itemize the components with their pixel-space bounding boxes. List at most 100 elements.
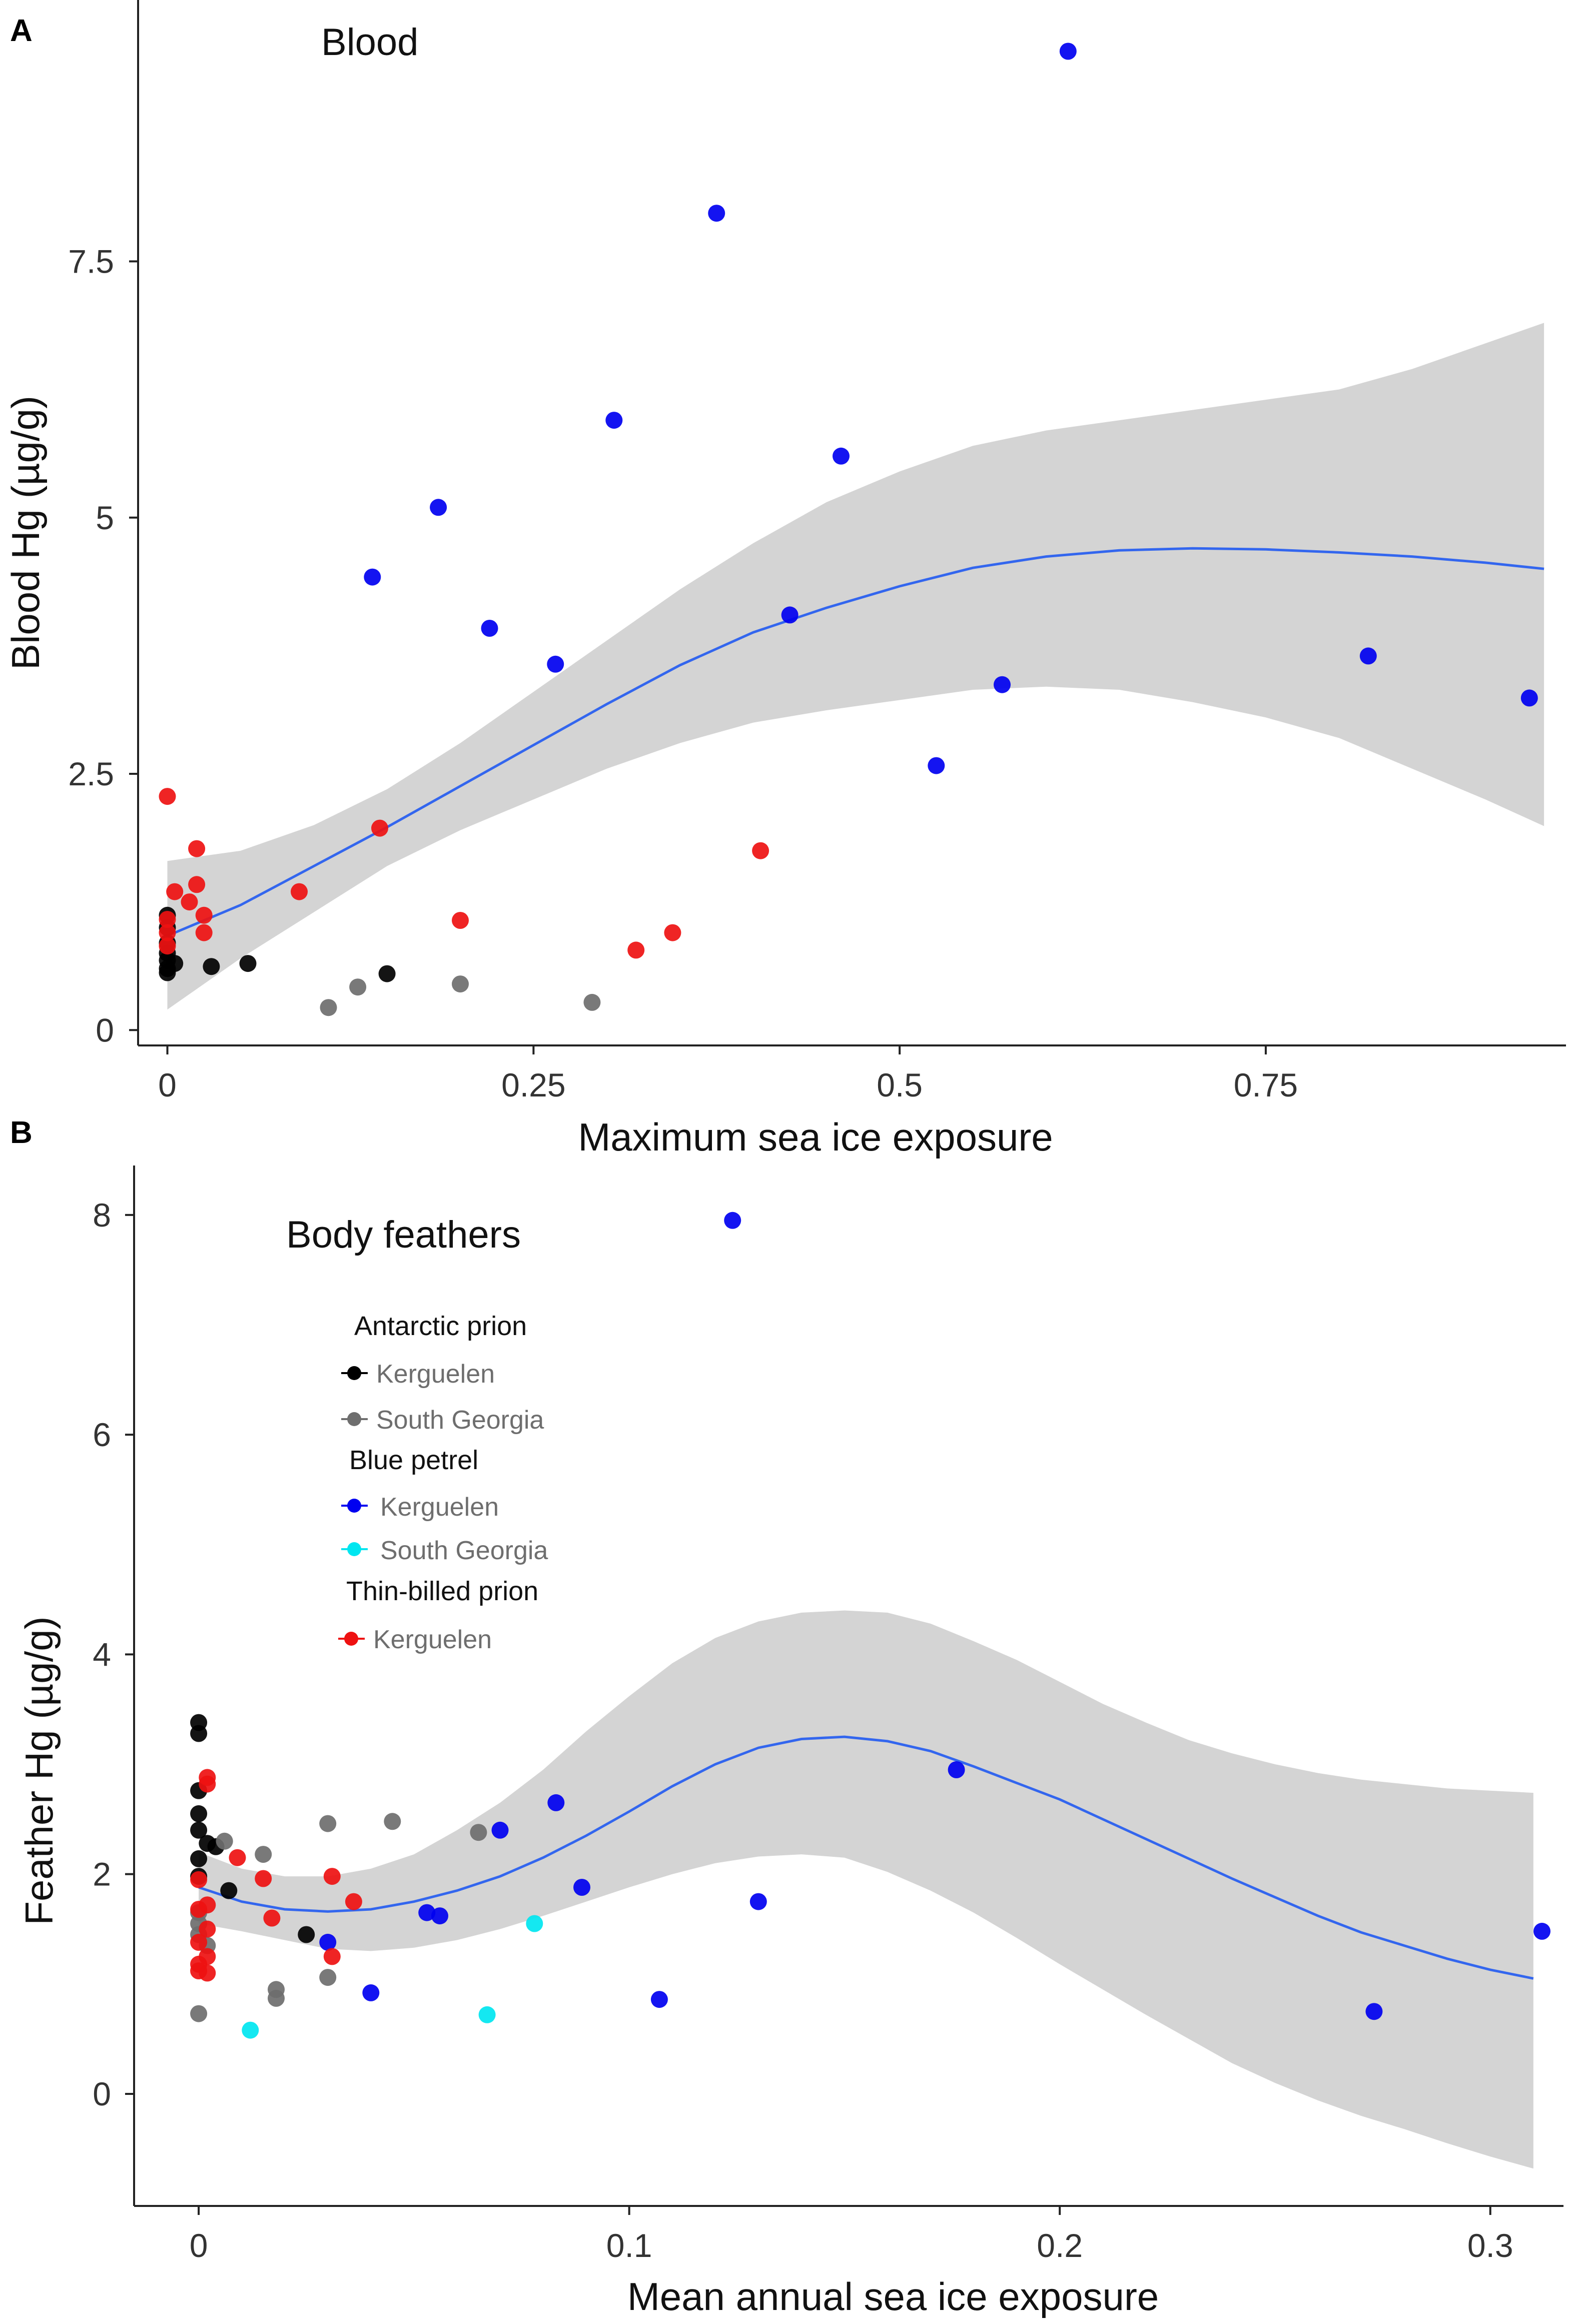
panel-a-data-point bbox=[159, 937, 176, 955]
panel-b-data-point bbox=[190, 2005, 208, 2022]
panel-a-data-point bbox=[547, 655, 564, 673]
legend-item-label: South Georgia bbox=[380, 1536, 548, 1565]
panel-a-data-point bbox=[583, 993, 601, 1011]
panel-b-data-point bbox=[190, 1871, 208, 1888]
panel-a-data-point bbox=[627, 941, 645, 959]
legend-item-label: Kerguelen bbox=[376, 1360, 495, 1389]
panel-a-data-point bbox=[166, 883, 184, 900]
panel-a-data-point bbox=[371, 819, 388, 837]
panel-b-data-point bbox=[418, 1904, 436, 1921]
panel-b-data-point bbox=[1533, 1922, 1550, 1940]
panel-a-data-point bbox=[605, 412, 623, 429]
panel-b-y-tick-label: 6 bbox=[93, 1416, 111, 1453]
panel-b-data-point bbox=[199, 1775, 216, 1793]
panel-b-data-point bbox=[263, 1909, 281, 1927]
panel-b-y-tick-label: 0 bbox=[93, 2075, 111, 2112]
panel-b-data-point bbox=[345, 1893, 362, 1910]
panel-a-plot-area: 0 0.25 0.5 0.75 0 2.5 5 7.5 bbox=[68, 0, 1566, 1103]
panel-b-plot-area: 0 0.1 0.2 0.3 0 2 4 6 8 bbox=[93, 1166, 1563, 2264]
panel-b-data-point bbox=[362, 1984, 380, 2001]
panel-a-data-point bbox=[708, 205, 725, 222]
panel-a-data-point bbox=[195, 906, 213, 924]
panel-a-data-point bbox=[452, 912, 469, 929]
panel-a-y-tick-label: 5 bbox=[96, 499, 114, 536]
panel-b-data-point bbox=[190, 1821, 208, 1839]
panel-a-data-point bbox=[159, 924, 176, 941]
panel-a-data-point bbox=[195, 924, 213, 941]
panel-b-data-point bbox=[431, 1907, 448, 1925]
panel-b-y-tick-label: 8 bbox=[93, 1197, 111, 1234]
panel-a-x-tick-label: 0.5 bbox=[877, 1066, 923, 1103]
panel-a-title: Blood bbox=[321, 21, 418, 64]
panel-a-data-point bbox=[781, 606, 799, 624]
panel-a-data-point bbox=[364, 568, 381, 586]
panel-a-data-point bbox=[833, 447, 850, 465]
panel-b-data-point bbox=[319, 1933, 337, 1951]
legend-swatch-dot bbox=[347, 1366, 361, 1380]
panel-b-data-point bbox=[948, 1761, 965, 1778]
panel-a-data-point bbox=[239, 955, 257, 972]
panel-a-fit-line bbox=[167, 547, 1544, 937]
legend-group-title: Blue petrel bbox=[349, 1445, 478, 1475]
panel-a-data-point bbox=[752, 842, 769, 859]
legend: Antarctic prion Kerguelen South Georgia … bbox=[338, 1311, 548, 1654]
panel-a-y-axis-label: Blood Hg (µg/g) bbox=[4, 396, 48, 670]
legend-swatch-dot bbox=[344, 1632, 358, 1646]
panel-a-data-point bbox=[1359, 647, 1377, 665]
panel-b-data-point bbox=[1365, 2003, 1383, 2020]
legend-swatch-dot bbox=[347, 1412, 361, 1426]
panel-b-data-point bbox=[298, 1926, 315, 1943]
panel-b-data-point bbox=[749, 1893, 767, 1910]
panel-b-data-point bbox=[650, 1991, 668, 2008]
panel-b-data-point bbox=[190, 1725, 208, 1742]
panel-a-data-point bbox=[320, 999, 337, 1016]
panel-b-data-point bbox=[470, 1824, 487, 1841]
legend-group-title: Thin-billed prion bbox=[346, 1576, 538, 1606]
panel-b-data-point bbox=[190, 1805, 208, 1822]
panel-a-y-tick-label: 7.5 bbox=[68, 243, 114, 280]
panel-a-data-point bbox=[159, 788, 176, 805]
panel-b-data-point bbox=[268, 1989, 285, 2007]
panel-b-data-point bbox=[255, 1870, 272, 1887]
panel-a-data-point bbox=[349, 978, 367, 996]
panel-a-x-axis-label: Maximum sea ice exposure bbox=[578, 1115, 1053, 1159]
panel-b-data-point bbox=[199, 1964, 216, 1982]
panel-b-confidence-ribbon bbox=[199, 1610, 1533, 2169]
panel-b-x-tick-label: 0.2 bbox=[1037, 2227, 1083, 2264]
panel-b-data-point bbox=[384, 1813, 401, 1830]
panel-a-data-point bbox=[181, 893, 198, 911]
panel-a-data-point bbox=[291, 883, 308, 900]
panel-b-fit-line bbox=[198, 1735, 1534, 1980]
legend-swatch-dot bbox=[347, 1499, 361, 1513]
panel-b-x-tick-label: 0 bbox=[190, 2227, 208, 2264]
legend-group-title: Antarctic prion bbox=[354, 1311, 527, 1341]
panel-b-x-tick-label: 0.3 bbox=[1467, 2227, 1513, 2264]
panel-a-data-point bbox=[188, 840, 206, 857]
panel-a-data-point bbox=[481, 620, 498, 637]
panel-b-y-tick-label: 4 bbox=[93, 1636, 111, 1673]
panel-a-data-point bbox=[378, 965, 396, 982]
panel-b-x-tick-label: 0.1 bbox=[606, 2227, 652, 2264]
panel-b-data-point bbox=[323, 1868, 341, 1885]
panel-b-data-point bbox=[319, 1969, 337, 1986]
panel-a-data-point bbox=[994, 676, 1011, 693]
panel-b-x-axis-label: Mean annual sea ice exposure bbox=[627, 2274, 1159, 2318]
panel-a-letter: A bbox=[10, 14, 33, 48]
panel-a-data-point bbox=[452, 975, 469, 993]
panel-a-data-point bbox=[159, 911, 176, 928]
panel-a: A 0 0.25 0.5 0.75 0 2.5 5 7.5 Blood Maximum sea… bbox=[4, 0, 1566, 1159]
panel-b-data-point bbox=[220, 1882, 238, 1899]
panel-b: B 0 0.1 0.2 0.3 0 2 4 6 8 Body feathers Mean ann… bbox=[10, 1115, 1563, 2318]
panel-b-y-axis-label: Feather Hg (µg/g) bbox=[17, 1616, 61, 1925]
legend-item-label: South Georgia bbox=[376, 1406, 544, 1435]
panel-a-x-tick-label: 0.75 bbox=[1234, 1066, 1298, 1103]
legend-item-label: Kerguelen bbox=[380, 1493, 499, 1522]
panel-b-data-point bbox=[255, 1846, 272, 1863]
panel-b-data-point bbox=[190, 1850, 208, 1867]
panel-a-data-point bbox=[1520, 689, 1538, 707]
panel-a-y-tick-label: 2.5 bbox=[68, 755, 114, 792]
panel-a-x-tick-label: 0 bbox=[158, 1066, 177, 1103]
panel-a-y-tick-label: 0 bbox=[96, 1011, 114, 1048]
panel-a-data-point bbox=[928, 757, 945, 774]
panel-b-data-point bbox=[216, 1832, 233, 1850]
